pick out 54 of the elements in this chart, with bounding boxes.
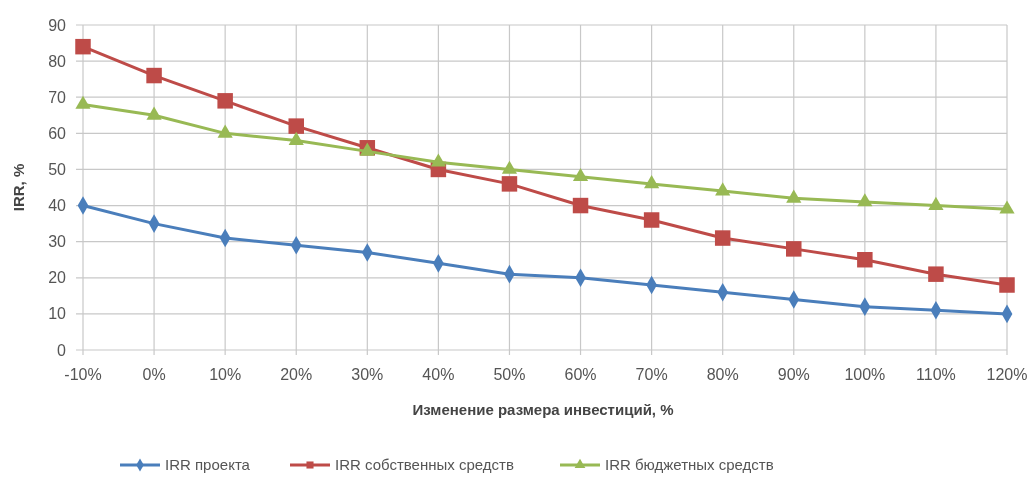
y-tick-label: 70 — [48, 88, 67, 106]
x-tick-label: 100% — [844, 366, 886, 383]
point — [75, 95, 91, 109]
y-tick-label: 10 — [48, 305, 67, 323]
point — [928, 266, 944, 282]
point — [75, 38, 91, 55]
x-tick-label: 30% — [351, 366, 384, 383]
point — [999, 277, 1015, 293]
x-tick-label: 80% — [706, 366, 739, 383]
x-tick-label: 20% — [280, 366, 313, 383]
x-axis-title: Изменение размера инвестиций, % — [412, 401, 674, 418]
point — [572, 197, 589, 214]
x-tick-label: 110% — [916, 366, 956, 383]
y-tick-label: 50 — [48, 161, 67, 179]
point — [857, 193, 873, 207]
point — [217, 124, 233, 138]
point — [786, 241, 802, 257]
point — [715, 182, 731, 196]
y-axis-title: IRR, % — [10, 163, 27, 212]
x-tick-label: 10% — [209, 366, 242, 383]
point — [572, 167, 589, 182]
legend-label: IRR собственных средств — [335, 456, 514, 474]
point — [288, 118, 304, 134]
point — [146, 106, 162, 120]
point — [146, 67, 162, 84]
point — [501, 160, 518, 174]
y-tick-label: 40 — [48, 197, 67, 215]
point — [643, 212, 660, 228]
y-tick-label: 0 — [57, 341, 67, 359]
y-tick-label: 80 — [48, 52, 67, 70]
point — [857, 251, 873, 268]
point — [430, 153, 446, 167]
y-tick-label: 20 — [48, 269, 67, 287]
x-tick-label: 60% — [564, 366, 597, 383]
x-tick-label: 90% — [777, 366, 810, 383]
point — [288, 131, 304, 145]
x-tick-label: -10% — [64, 366, 102, 383]
x-tick-label: 40% — [422, 366, 455, 383]
x-tick-label: 0% — [142, 366, 166, 383]
point — [786, 189, 802, 203]
point — [999, 200, 1015, 214]
y-tick-label: 30 — [48, 233, 67, 251]
y-tick-label: 60 — [48, 124, 67, 142]
legend-label: IRR проекта — [165, 456, 251, 474]
point — [714, 230, 731, 246]
x-tick-label: 50% — [493, 366, 526, 383]
point — [644, 175, 660, 189]
point — [928, 196, 944, 210]
x-tick-label: 120% — [986, 366, 1028, 383]
x-tick-label: 70% — [635, 366, 668, 383]
legend-label: IRR бюджетных средств — [605, 456, 774, 474]
y-tick-label: 90 — [48, 16, 67, 34]
point — [501, 176, 518, 192]
point — [217, 93, 233, 109]
